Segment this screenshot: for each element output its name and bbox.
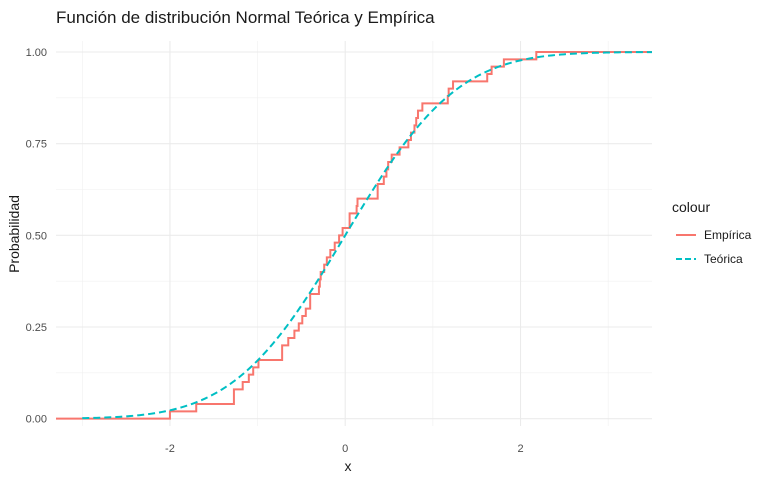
legend-label-empirica: Empírica bbox=[704, 228, 752, 242]
x-tick-label: 0 bbox=[342, 443, 348, 455]
chart-title: Función de distribución Normal Teórica y… bbox=[56, 8, 435, 27]
series-layer bbox=[56, 51, 653, 420]
x-axis-label: x bbox=[345, 458, 352, 474]
y-tick-label: 0.00 bbox=[26, 414, 47, 426]
y-tick-label: 1.00 bbox=[26, 47, 47, 59]
empirica-step-line bbox=[56, 51, 652, 420]
teorica-dashed-line bbox=[82, 51, 653, 420]
grid bbox=[56, 41, 652, 426]
y-tick-label: 0.75 bbox=[26, 139, 47, 151]
y-axis-label: Probabilidad bbox=[6, 195, 22, 273]
ticks: -2 0 2 0.00 0.25 0.50 0.75 1.00 bbox=[26, 47, 524, 455]
y-tick-label: 0.25 bbox=[26, 322, 47, 334]
x-tick-label: -2 bbox=[165, 443, 175, 455]
legend: colour Empírica Teórica bbox=[672, 199, 752, 266]
legend-label-teorica: Teórica bbox=[704, 252, 743, 266]
legend-title: colour bbox=[672, 199, 710, 215]
y-tick-label: 0.50 bbox=[26, 230, 47, 242]
x-tick-label: 2 bbox=[517, 443, 523, 455]
